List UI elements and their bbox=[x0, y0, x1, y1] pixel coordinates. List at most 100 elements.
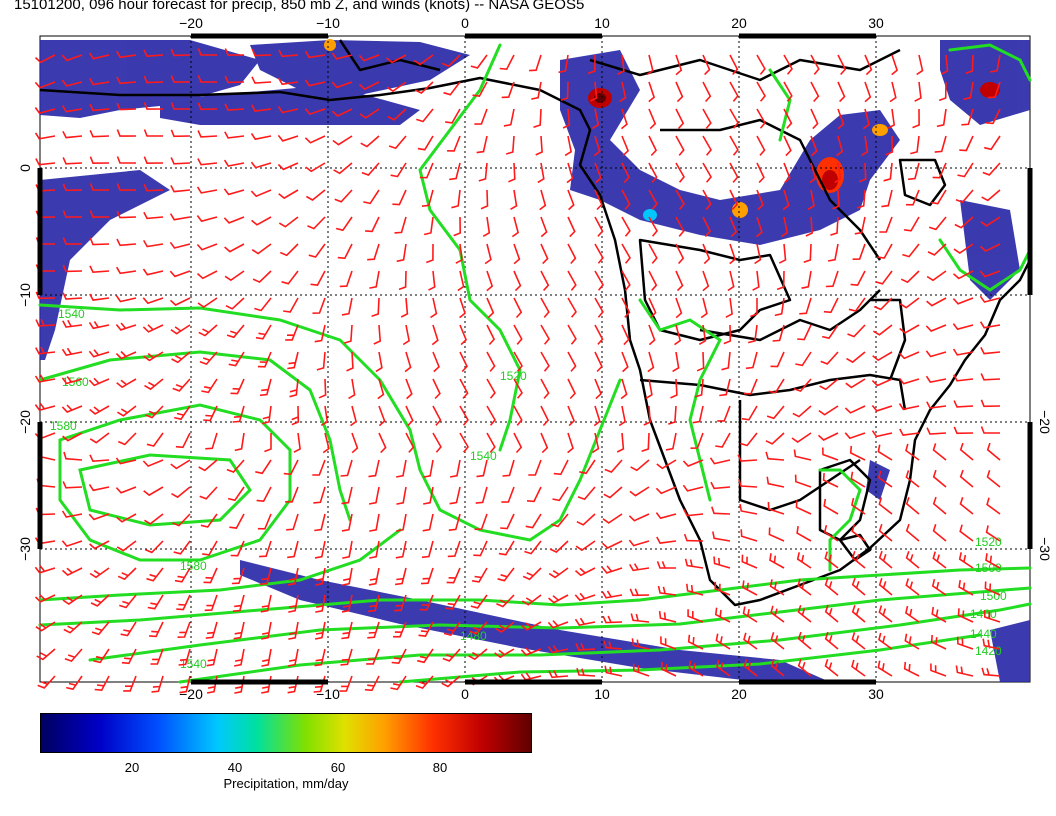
wind-barb bbox=[312, 297, 326, 314]
wind-barb bbox=[682, 459, 704, 467]
wind-barb bbox=[824, 631, 839, 650]
wind-barb bbox=[540, 432, 549, 454]
wind-barb bbox=[770, 605, 785, 623]
wind-barb bbox=[202, 540, 218, 556]
wind-barb bbox=[648, 324, 656, 346]
wind-barb bbox=[486, 405, 496, 426]
wind-barb bbox=[368, 567, 380, 586]
wind-barb bbox=[621, 324, 630, 346]
wind-barb bbox=[513, 243, 521, 265]
wind-barb bbox=[618, 405, 626, 427]
wind-barb bbox=[498, 540, 515, 556]
wind-barb bbox=[723, 324, 732, 345]
wind-barb bbox=[564, 135, 572, 157]
wind-barb bbox=[89, 293, 110, 301]
precipitation-layer bbox=[40, 40, 1030, 682]
wind-barb bbox=[783, 108, 793, 129]
contour-label-group: 1540 1560 1580 1520 1500 1480 1460 1440 … bbox=[50, 307, 1007, 671]
wind-barb bbox=[368, 486, 380, 505]
wind-barb bbox=[88, 377, 110, 387]
wind-barb bbox=[702, 189, 712, 210]
wind-barb bbox=[603, 486, 623, 499]
wind-barb bbox=[629, 588, 650, 597]
wind-barb bbox=[643, 405, 652, 426]
wind-barb bbox=[601, 590, 623, 599]
wind-barb bbox=[769, 579, 785, 596]
wind-barb bbox=[767, 501, 785, 515]
wind-barb bbox=[459, 351, 468, 373]
wind-barb bbox=[531, 81, 542, 100]
wind-barb bbox=[339, 675, 353, 692]
wind-barb bbox=[459, 324, 468, 346]
wind-barb bbox=[443, 621, 461, 637]
wind-barb bbox=[702, 216, 712, 238]
wind-barb bbox=[540, 378, 550, 399]
wind-barb bbox=[631, 638, 650, 650]
wind-barb bbox=[877, 243, 893, 259]
wind-barb bbox=[729, 243, 737, 265]
wind-barb bbox=[601, 540, 623, 549]
wind-barb bbox=[587, 54, 596, 75]
wind-barb bbox=[836, 135, 844, 157]
wind-barb bbox=[457, 270, 465, 292]
wind-barb bbox=[847, 324, 866, 338]
wind-barb bbox=[146, 567, 164, 582]
wind-barb bbox=[776, 270, 785, 291]
wind-barb bbox=[981, 189, 1001, 202]
wind-barb bbox=[314, 648, 326, 667]
wind-barb bbox=[567, 378, 576, 400]
wind-barb bbox=[447, 135, 461, 152]
wind-barb bbox=[169, 297, 191, 306]
wind-barb bbox=[89, 567, 110, 579]
wind-barb bbox=[540, 351, 550, 372]
wind-barb bbox=[783, 135, 792, 157]
wind-barb bbox=[386, 54, 407, 64]
wind-barb bbox=[250, 161, 272, 169]
wind-barb bbox=[175, 432, 191, 449]
wind-barb bbox=[594, 324, 604, 345]
wind-barb bbox=[223, 216, 245, 224]
wind-barb bbox=[430, 297, 438, 319]
wind-barb bbox=[602, 513, 623, 524]
wind-barb bbox=[743, 378, 758, 395]
wind-barb bbox=[119, 594, 137, 609]
wind-barb bbox=[878, 550, 893, 569]
wind-barb bbox=[925, 375, 947, 383]
wind-barb bbox=[547, 620, 569, 629]
wind-barb bbox=[116, 238, 137, 247]
wind-barb bbox=[725, 297, 733, 318]
wind-barb bbox=[224, 131, 245, 139]
wind-barb bbox=[766, 476, 785, 488]
wind-barb bbox=[849, 445, 866, 461]
wind-barb bbox=[567, 432, 574, 454]
wind-barb bbox=[952, 297, 974, 305]
wind-barb bbox=[34, 81, 56, 89]
wind-barb bbox=[304, 79, 326, 87]
wind-barb bbox=[417, 135, 434, 151]
wind-barb bbox=[955, 665, 974, 677]
wind-barb bbox=[954, 216, 974, 229]
wind-barb bbox=[540, 243, 549, 265]
wind-barb bbox=[864, 54, 873, 76]
wind-barb bbox=[305, 50, 326, 59]
wind-barb bbox=[476, 135, 488, 154]
wind-barbs bbox=[34, 48, 1001, 694]
wind-barb bbox=[648, 81, 656, 103]
wind-barb bbox=[822, 473, 839, 488]
wind-barb bbox=[902, 243, 920, 258]
wind-barb bbox=[335, 216, 353, 232]
wind-barb bbox=[668, 405, 677, 425]
wind-barb bbox=[851, 604, 866, 623]
wind-barb bbox=[250, 132, 272, 141]
wind-barb bbox=[261, 621, 272, 640]
wind-barb bbox=[283, 297, 299, 313]
wind-barb bbox=[478, 162, 488, 182]
wind-barb bbox=[278, 49, 299, 58]
wind-barb bbox=[451, 189, 461, 209]
wind-barb bbox=[891, 54, 899, 76]
wind-barb bbox=[200, 513, 218, 528]
contour-label: 1540 bbox=[58, 307, 85, 321]
lon-tick-bottom: −20 bbox=[179, 686, 203, 700]
wind-barb bbox=[795, 500, 812, 515]
lat-tick-left: −20 bbox=[17, 410, 33, 434]
